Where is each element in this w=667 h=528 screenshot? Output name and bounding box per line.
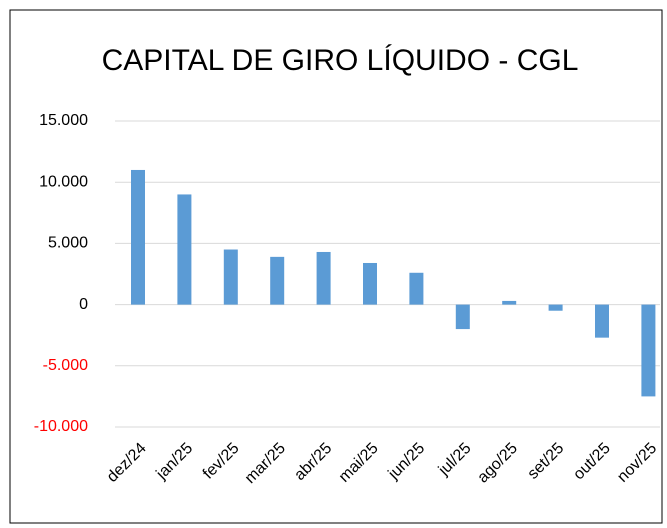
bar <box>177 194 192 305</box>
bar <box>223 249 238 305</box>
bar <box>363 262 377 305</box>
bar <box>548 304 563 311</box>
bar <box>316 251 331 305</box>
bar <box>131 169 145 305</box>
bar <box>502 300 517 305</box>
y-tick-label: 15.000 <box>39 112 88 129</box>
y-tick-label: 5.000 <box>48 235 88 252</box>
y-tick-label: 0 <box>79 296 88 313</box>
bar <box>455 304 470 330</box>
bar <box>270 256 285 305</box>
chart-frame <box>9 9 663 524</box>
bar <box>409 272 424 305</box>
y-tick-label: 10.000 <box>39 173 88 190</box>
chart-title: CAPITAL DE GIRO LÍQUIDO - CGL <box>102 44 579 77</box>
y-tick-label: -5.000 <box>43 357 88 374</box>
bar <box>641 304 656 397</box>
bar <box>595 304 609 338</box>
y-tick-label: -10.000 <box>34 418 88 435</box>
